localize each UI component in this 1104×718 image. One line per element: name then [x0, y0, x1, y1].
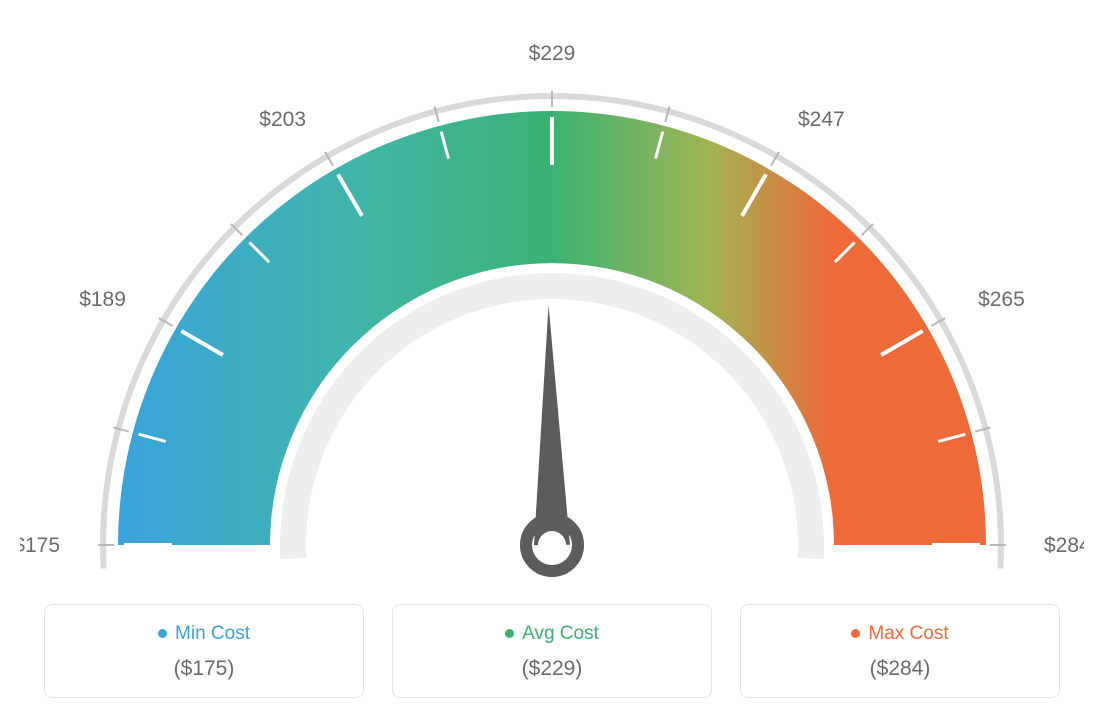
legend-max-value: ($284) — [751, 657, 1049, 681]
legend-max-title: Max Cost — [751, 623, 1049, 645]
legend-card-max: Max Cost ($284) — [740, 604, 1060, 698]
gauge-tick-label: $203 — [259, 108, 306, 131]
gauge-tick-label: $175 — [20, 534, 60, 557]
gauge-tick-label: $247 — [798, 108, 845, 131]
gauge-tick-label: $189 — [79, 288, 126, 311]
gauge-needle — [534, 305, 570, 545]
legend-card-min: Min Cost ($175) — [44, 604, 364, 698]
legend-card-avg: Avg Cost ($229) — [392, 604, 712, 698]
legend-dot-max — [851, 629, 860, 638]
gauge-tick-label: $284 — [1044, 534, 1084, 557]
legend-max-label: Max Cost — [868, 623, 948, 644]
legend-dot-avg — [505, 629, 514, 638]
legend-min-value: ($175) — [55, 657, 353, 681]
legend-min-label: Min Cost — [175, 623, 250, 644]
gauge-tick-label: $265 — [978, 288, 1025, 311]
gauge-tick-label: $229 — [529, 42, 576, 65]
cost-gauge-chart: $175 $189 $203 $229 $247 $265 $284 — [20, 20, 1084, 580]
legend-dot-min — [158, 629, 167, 638]
legend-row: Min Cost ($175) Avg Cost ($229) Max Cost… — [20, 604, 1084, 698]
legend-avg-title: Avg Cost — [403, 623, 701, 645]
legend-avg-value: ($229) — [403, 657, 701, 681]
gauge-svg: $175 $189 $203 $229 $247 $265 $284 — [20, 20, 1084, 580]
legend-avg-label: Avg Cost — [522, 623, 599, 644]
legend-min-title: Min Cost — [55, 623, 353, 645]
